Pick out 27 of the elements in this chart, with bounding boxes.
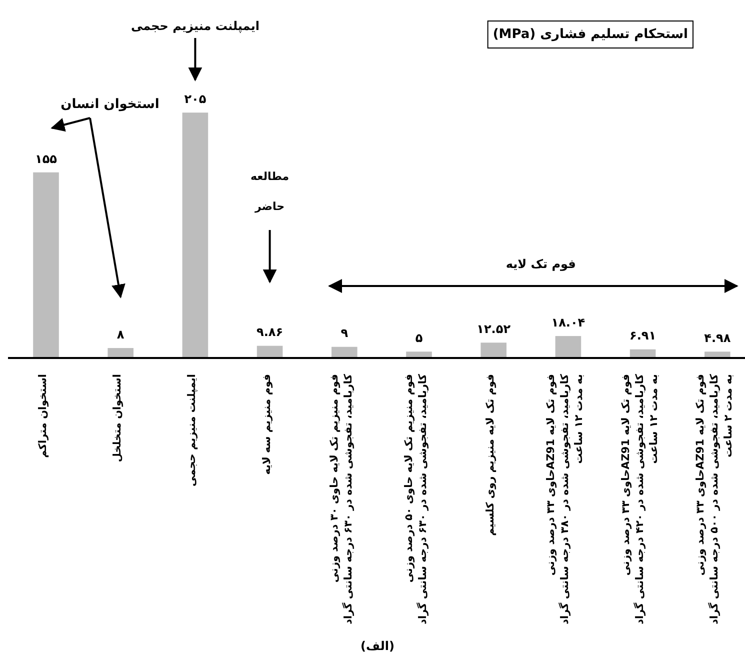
chart-title: استحکام تسلیم فشاری (MPa) (492, 27, 688, 42)
data-label: ۹.۸۶ (256, 325, 284, 340)
data-label: ۹ (340, 326, 349, 340)
data-label: ۸ (116, 327, 125, 342)
text: استخوان انسان (60, 97, 160, 112)
data-label: ۵ (415, 331, 423, 346)
x-tick-label: فوم منیزیم سه لایه (260, 374, 273, 475)
x-tick-label: فوم منیزیم تک لایه حاوی ۳۰ درصد وزنی کاربامید، تفجوشی شده در ۶۳۰ درجه سانتی گراد (328, 373, 354, 624)
data-label: ۶.۹۱ (630, 328, 656, 343)
data-label: ۲۰۵ (184, 92, 206, 106)
text: مطالعه حاضر (250, 170, 290, 213)
x-tick-label: فوم تک لایه منیزیم روی کلسیم (484, 374, 497, 536)
data-label: ۱۸.۰۴ (551, 315, 586, 330)
x-tick-label: استخوان متراکم (37, 374, 49, 458)
x-tick-label: استخوان متخلخل (112, 374, 124, 462)
data-label: ۱۵۵ (35, 152, 57, 166)
x-tick-label: فوم تک لایه AZ91حاوی ۳۳ درصد وزنی کاربامید، تفجوشی شده در ۵۰۰ درجه سانتی گراد به مدت ۲ ساعت (694, 373, 734, 624)
x-tick-label: فوم تک لایه AZ91حاوی ۳۳ درصد وزنی کاربامید، تفجوشی شده در ۳۸۰ درجه سانتی گراد به مدت ۱۲ ساعت (545, 373, 586, 624)
x-tick-label: فوم تک لایه AZ91حاوی ۳۳ درصد وزنی کاربامید، تفجوشی شده در ۴۲۰ درجه سانتی گراد به مدت ۱۲ ساعت (620, 373, 660, 624)
text: ایمپلنت منیزیم حجمی (130, 19, 260, 33)
annotation: فوم تک لایه (506, 257, 576, 271)
title: استحکام تسلیم فشاری (MPa) (487, 20, 694, 48)
data-label: ۴.۹۸ (704, 331, 732, 346)
text: (الف) (360, 639, 394, 653)
data-label: ۱۲.۵۲ (476, 322, 512, 336)
x-tick-label: ایمپلنت منیزیم حجمی (186, 374, 198, 486)
x-tick-label: فوم منیزیم تک لایه حاوی ۵۰ درصد وزنی کاربامید، تفجوشی شده در ۶۳۰ درجه سانتی گراد (403, 373, 429, 624)
